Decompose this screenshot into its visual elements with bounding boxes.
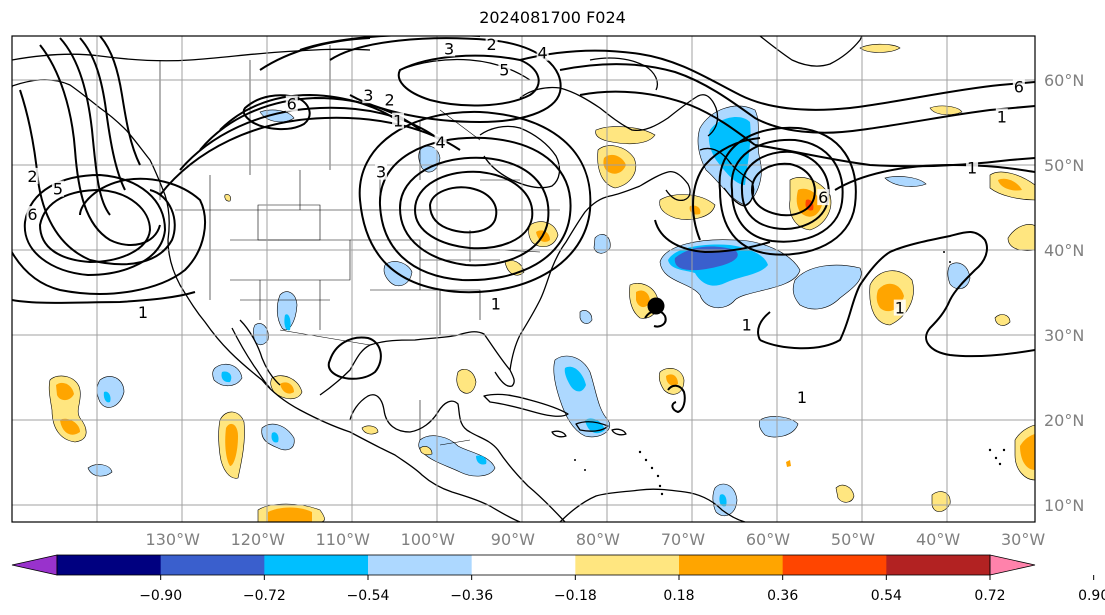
latitude-label: 20°N [1044, 411, 1084, 430]
contour-label: 3 [376, 163, 386, 182]
colorbar-segment [782, 555, 887, 575]
contour-label: 2 [27, 167, 37, 186]
tropical-cyclone-marker [647, 297, 665, 315]
colorbar-tick-label: −0.36 [450, 588, 493, 604]
contour-label-background [740, 316, 753, 333]
colorbar-tick-label: −0.72 [243, 588, 286, 604]
longitude-label: 80°W [576, 530, 620, 549]
contour-label-background [375, 163, 388, 180]
contour-label-background [817, 189, 830, 206]
latitude-label: 50°N [1044, 156, 1084, 175]
contour-label: 1 [967, 158, 977, 177]
latitude-label: 10°N [1044, 496, 1084, 515]
contour-label: 3 [444, 39, 454, 58]
colorbar-segment [471, 555, 576, 575]
contour-label-background [498, 61, 511, 78]
contour-label: 1 [997, 107, 1007, 126]
colorbar-segment [886, 555, 991, 575]
colorbar-tick-label: 0.54 [871, 588, 902, 604]
negative-anomaly-atlantic-core [674, 246, 738, 271]
map-frame [11, 35, 1036, 523]
contour-label: 2 [384, 90, 394, 109]
contour-label: 1 [393, 112, 403, 131]
colorbar-tick-label: 0.36 [767, 588, 798, 604]
contour-label: 5 [53, 180, 63, 199]
colorbar-tick-label: 0.72 [974, 588, 1005, 604]
contour-label-background [362, 87, 375, 104]
contour-label-background [434, 133, 447, 150]
colorbar-extend-high [989, 554, 1036, 576]
contour-label-background [443, 40, 456, 57]
contour-label-background [285, 95, 298, 112]
colorbar-tick-label: 0.18 [663, 588, 694, 604]
contour-label-background [795, 388, 808, 405]
latitude-label: 60°N [1044, 71, 1084, 90]
colorbar: −0.90 −0.72 −0.54 −0.36 −0.18 0.18 0.36 0.54 0.7… [11, 554, 1105, 604]
contour-label-background [392, 112, 405, 129]
colorbar-frame [56, 554, 991, 576]
contour-label: 4 [435, 133, 445, 152]
longitude-label: 120°W [231, 530, 286, 549]
colorbar-tick-label: −0.18 [554, 588, 597, 604]
contour-label: 5 [499, 61, 509, 80]
contour-label: 6 [818, 188, 828, 207]
map-title: 2024081700 F024 [479, 8, 626, 27]
islands [574, 251, 1006, 496]
contour-label: 2 [487, 35, 497, 54]
contour-label-background [536, 44, 549, 61]
colorbar-segment [57, 555, 162, 575]
longitude-label: 40°W [916, 530, 960, 549]
contour-label-background [966, 159, 979, 176]
contour-label-background [51, 180, 64, 197]
contour-label: 6 [1014, 78, 1024, 97]
colorbar-extend-low [11, 554, 58, 576]
contour-label-background [26, 206, 39, 223]
contour-label: 1 [138, 303, 148, 322]
longitude-label: 110°W [316, 530, 371, 549]
contour-label-background [485, 36, 498, 53]
longitude-label: 50°W [831, 530, 875, 549]
colorbar-segment [575, 555, 680, 575]
contour-label: 6 [287, 95, 297, 114]
colorbar-segment [160, 555, 265, 575]
colorbar-segment [264, 555, 369, 575]
coastlines [12, 36, 863, 522]
contour-label-background [489, 295, 502, 312]
longitude-label: 70°W [661, 530, 705, 549]
longitude-label: 100°W [401, 530, 456, 549]
longitude-label: 90°W [491, 530, 535, 549]
contour-label-background [893, 299, 906, 316]
colorbar-segment [679, 555, 784, 575]
contour-label: 3 [363, 86, 373, 105]
contour-label: 1 [797, 388, 807, 407]
contour-label: 1 [895, 299, 905, 318]
contour-lines [12, 36, 1035, 413]
contour-label: 6 [27, 205, 37, 224]
contour-label-background [383, 91, 396, 108]
contour-label-background [26, 167, 39, 184]
political-borders [159, 45, 560, 446]
contour-label-background [136, 303, 149, 320]
longitude-labels: 130°W 120°W 110°W 100°W 90°W 80°W 70°W 60°W 50°W… [146, 530, 1046, 549]
latitude-labels: 10°N 20°N 30°N 40°N 50°N 60°N [1044, 71, 1084, 515]
contour-label: 1 [742, 316, 752, 335]
contour-label-background [995, 108, 1008, 125]
positive-anomaly-fields [48, 43, 1035, 522]
contour-label-background [1012, 78, 1025, 95]
latitude-label: 40°N [1044, 241, 1084, 260]
contour-label: 1 [491, 294, 501, 313]
longitude-label: 60°W [746, 530, 790, 549]
colorbar-segment [368, 555, 473, 575]
latitude-label: 30°N [1044, 326, 1084, 345]
colorbar-tick-label: −0.90 [139, 588, 182, 604]
colorbar-tick-label: 0.90 [1078, 588, 1105, 604]
contour-label: 4 [538, 44, 548, 63]
colorbar-tick-label: −0.54 [347, 588, 390, 604]
longitude-label: 30°W [1001, 530, 1045, 549]
longitude-label: 130°W [146, 530, 201, 549]
